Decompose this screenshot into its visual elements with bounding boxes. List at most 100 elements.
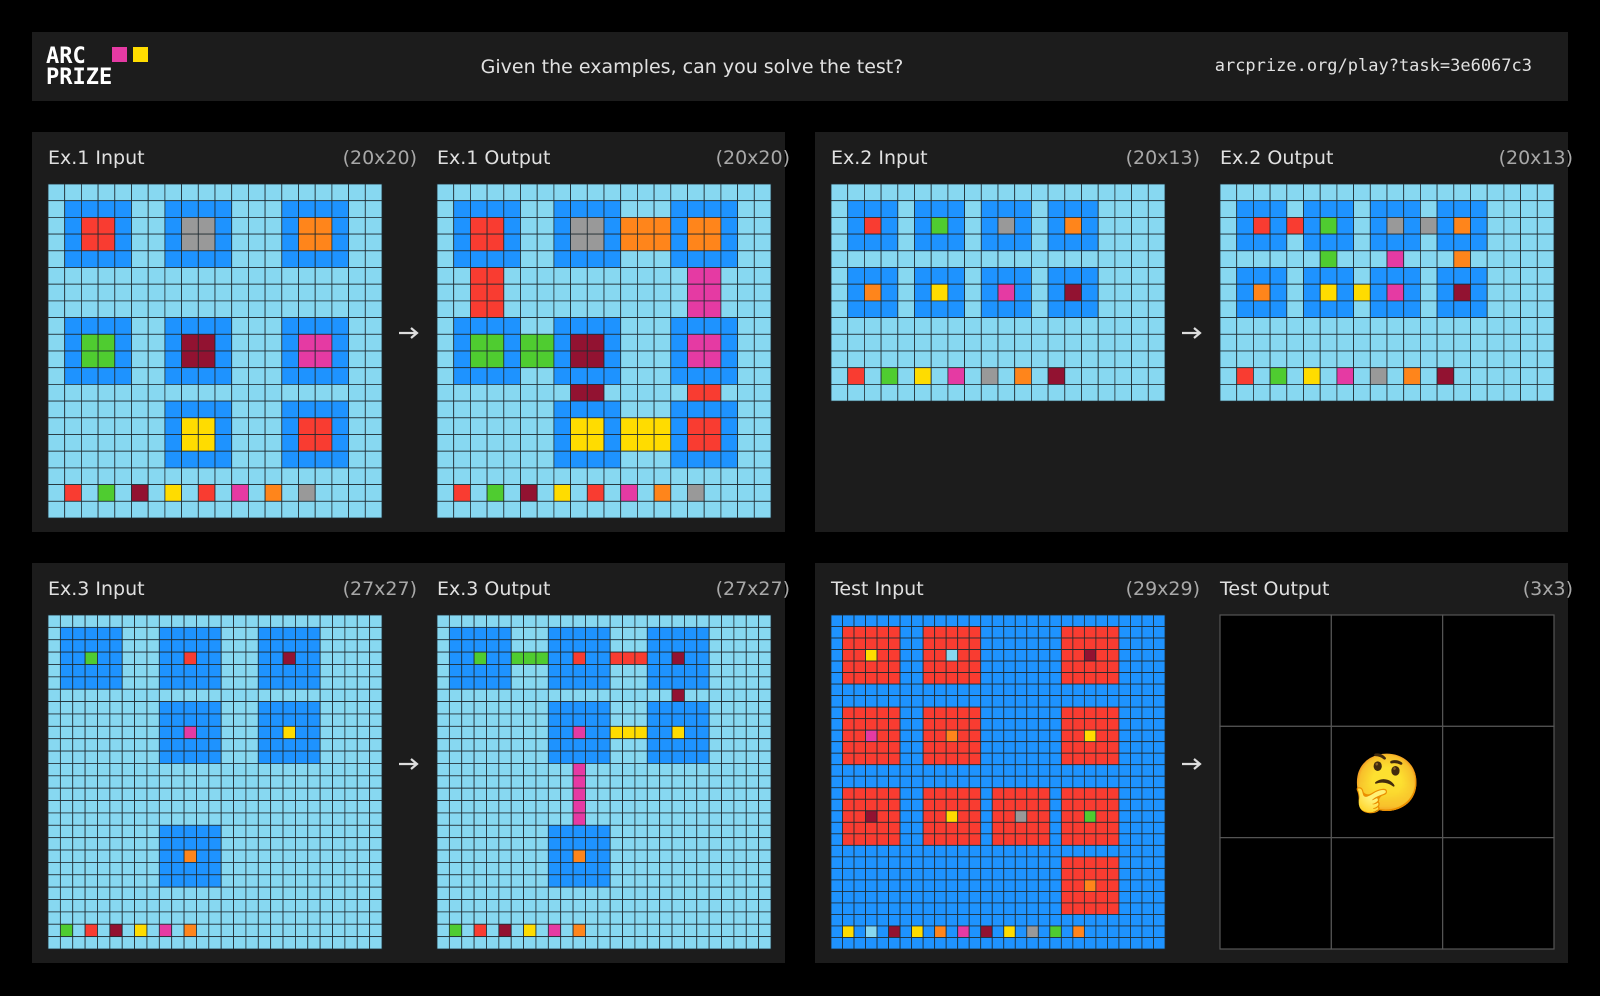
cell (121, 775, 135, 789)
cell (597, 639, 611, 653)
cell (1269, 367, 1288, 385)
cell (842, 879, 855, 892)
cell (585, 837, 599, 851)
cell (1083, 637, 1097, 650)
cell (121, 626, 135, 641)
cell (684, 923, 698, 938)
cell (1107, 925, 1120, 938)
grid-size: (20x20) (343, 147, 417, 169)
cell (696, 775, 710, 789)
cell (436, 713, 450, 727)
cell (1014, 891, 1028, 904)
cell (1072, 833, 1085, 846)
cell (197, 484, 216, 502)
task-url[interactable]: arcprize.org/play?task=3e6067c3 (1215, 56, 1532, 76)
cell (64, 283, 82, 302)
cell (523, 837, 537, 851)
cell (319, 725, 333, 740)
cell (687, 350, 705, 369)
cell (634, 812, 648, 826)
cell (670, 233, 688, 252)
cell (1095, 706, 1108, 720)
cell (97, 824, 111, 839)
cell (1114, 350, 1133, 369)
cell (97, 383, 116, 402)
cell (945, 867, 959, 881)
cell (1095, 879, 1108, 892)
cell (503, 300, 521, 318)
cell (1107, 614, 1120, 627)
cell (436, 775, 450, 789)
cell (1037, 798, 1051, 812)
cell (1153, 856, 1166, 869)
cell (547, 750, 562, 764)
cell (183, 936, 197, 950)
cell (864, 333, 882, 352)
cell (634, 750, 648, 764)
cell (319, 651, 333, 665)
cell (181, 350, 199, 369)
cell (620, 283, 638, 302)
cell (570, 350, 588, 369)
cell (922, 649, 936, 662)
cell (498, 874, 512, 888)
cell (1060, 925, 1074, 938)
cell (473, 787, 487, 801)
cell (733, 775, 747, 789)
cell (1047, 200, 1066, 218)
cell (1014, 798, 1028, 812)
cell (659, 763, 673, 777)
cell (109, 701, 123, 715)
cell (121, 911, 135, 925)
cell (72, 614, 86, 628)
cell (1014, 741, 1028, 754)
cell (369, 750, 383, 764)
cell (687, 367, 705, 385)
cell (865, 626, 878, 639)
cell (356, 800, 371, 814)
cell (72, 701, 86, 715)
cell (947, 250, 966, 268)
cell (1047, 383, 1066, 402)
cell (164, 250, 182, 268)
cell (609, 763, 623, 777)
cell (197, 467, 216, 485)
cell (281, 267, 299, 285)
cell (1081, 216, 1099, 235)
cell (131, 367, 149, 385)
cell (1107, 752, 1120, 766)
cell (737, 484, 755, 502)
cell (830, 283, 849, 302)
cell (570, 250, 588, 268)
cell (659, 899, 673, 913)
cell (847, 233, 865, 252)
cell (980, 367, 999, 385)
cell (270, 738, 284, 752)
cell (659, 849, 673, 863)
cell (131, 300, 149, 318)
cell (348, 333, 366, 352)
cell (620, 400, 638, 419)
cell (586, 450, 605, 469)
cell (847, 216, 865, 235)
cell (842, 683, 855, 697)
cell (486, 216, 505, 235)
cell (535, 664, 549, 678)
cell (634, 713, 648, 727)
cell (997, 317, 1016, 335)
cell (72, 800, 86, 814)
cell (1095, 833, 1108, 846)
cell (473, 688, 487, 702)
cell (332, 664, 346, 678)
cell (922, 914, 936, 927)
cell (853, 798, 866, 812)
cell (586, 317, 605, 335)
cell (1420, 300, 1438, 318)
cell (364, 216, 383, 235)
cell (637, 484, 655, 502)
cell (634, 688, 648, 702)
cell (1386, 250, 1405, 268)
cell (703, 450, 722, 469)
cell (47, 350, 66, 369)
cell (622, 664, 636, 678)
